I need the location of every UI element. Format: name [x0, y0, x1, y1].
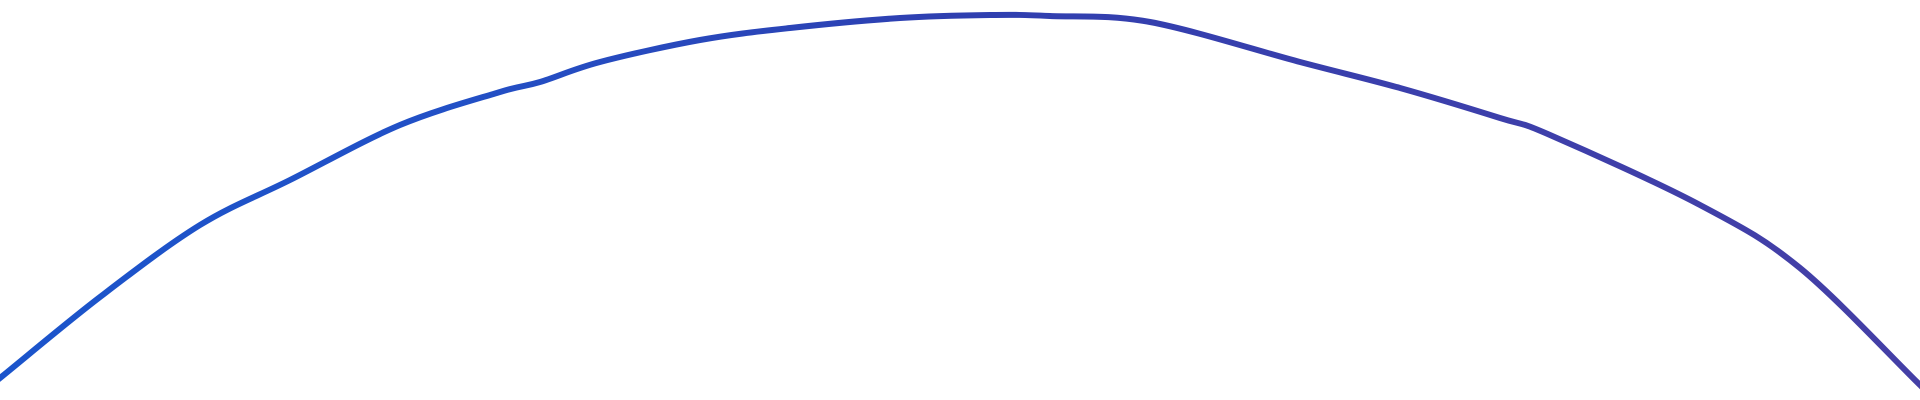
blue-arc-curve [0, 11, 1920, 390]
